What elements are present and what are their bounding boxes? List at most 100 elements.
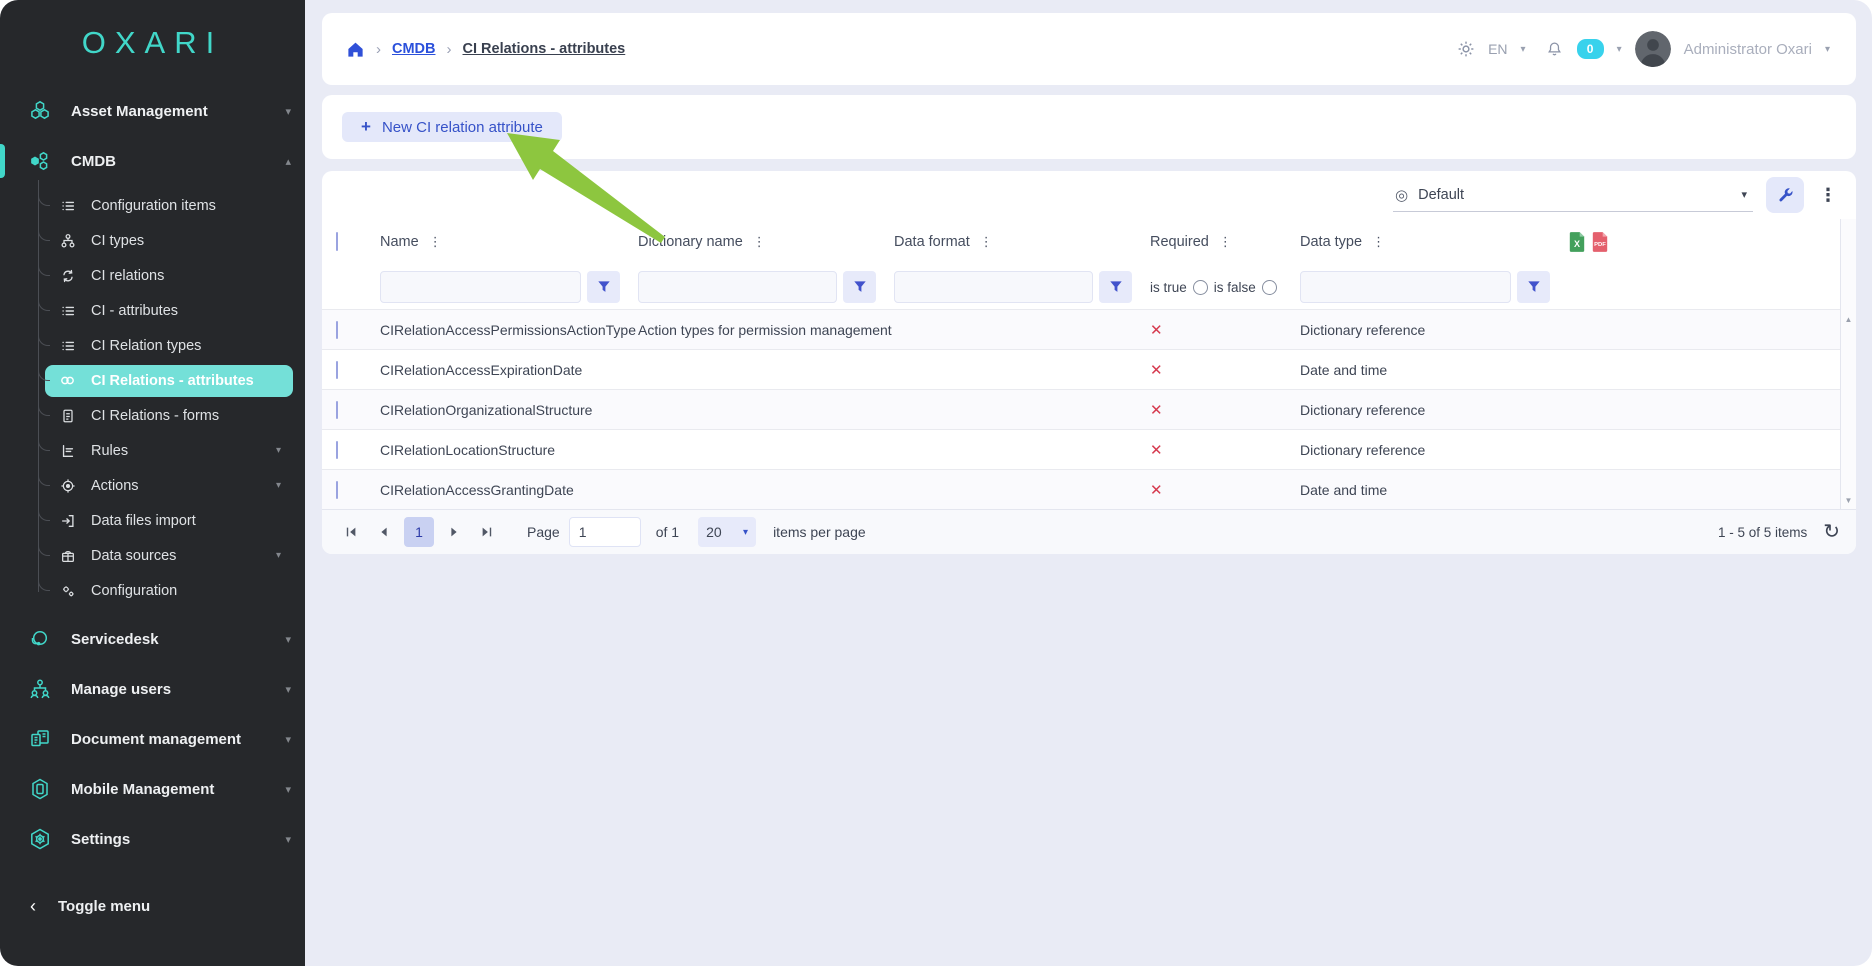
previous-page-button[interactable] (371, 519, 397, 545)
required-false-icon: ✕ (1150, 441, 1163, 459)
import-icon (59, 512, 76, 529)
sidebar-item-data-sources[interactable]: Data sources ▾ (0, 538, 305, 573)
sidebar-item-document-management[interactable]: Document management ▾ (0, 714, 305, 764)
link-icon (59, 372, 76, 389)
new-ci-relation-attribute-button[interactable]: + New CI relation attribute (342, 112, 562, 142)
svg-text:PDF: PDF (1594, 242, 1606, 248)
sidebar-item-ci-relation-types[interactable]: CI Relation types (0, 328, 305, 363)
notification-badge[interactable]: 0 (1576, 39, 1604, 59)
sidebar-item-configuration-items[interactable]: Configuration items (0, 188, 305, 223)
cmdb-icon (27, 148, 53, 174)
table-row[interactable]: CIRelationAccessGrantingDate ✕ Date and … (322, 469, 1856, 509)
column-header-data-format[interactable]: Data format (894, 234, 970, 250)
sidebar-item-ci-attributes[interactable]: CI - attributes (0, 293, 305, 328)
is-true-radio[interactable] (1192, 279, 1208, 295)
table-row[interactable]: CIRelationAccessExpirationDate ✕ Date an… (322, 349, 1856, 389)
language-selector[interactable]: EN (1488, 41, 1508, 57)
row-checkbox[interactable] (336, 480, 338, 499)
column-menu-kebab[interactable]: ⋮ (1372, 234, 1386, 249)
main-content: › CMDB › CI Relations - attributes EN ▾ … (305, 0, 1872, 966)
sidebar-item-cmdb[interactable]: CMDB ▴ (0, 136, 305, 186)
bell-icon[interactable] (1545, 40, 1564, 59)
row-checkbox[interactable] (336, 440, 338, 459)
grid-menu-kebab[interactable]: ⋮ (1819, 184, 1837, 205)
sidebar-item-ci-relations[interactable]: CI relations (0, 258, 305, 293)
sidebar-item-ci-relations-forms[interactable]: CI Relations - forms (0, 398, 305, 433)
breadcrumb-cmdb-link[interactable]: CMDB (392, 41, 436, 57)
grid-settings-button[interactable] (1766, 177, 1804, 213)
first-page-button[interactable] (338, 519, 364, 545)
row-checkbox[interactable] (336, 320, 338, 339)
is-true-label: is true (1150, 279, 1187, 295)
sidebar-item-servicedesk[interactable]: Servicedesk ▾ (0, 614, 305, 664)
is-false-radio[interactable] (1261, 279, 1277, 295)
data-type-filter-input[interactable] (1300, 271, 1511, 303)
column-header-data-type[interactable]: Data type (1300, 234, 1363, 250)
table-row[interactable]: CIRelationLocationStructure ✕ Dictionary… (322, 429, 1856, 469)
sidebar-item-ci-types[interactable]: CI types (0, 223, 305, 258)
chevron-down-icon[interactable]: ▾ (1520, 43, 1526, 55)
cell-data-type: Dictionary reference (1300, 441, 1426, 458)
sidebar-item-asset-management[interactable]: Asset Management ▾ (0, 86, 305, 136)
name-filter-funnel-button[interactable] (587, 271, 620, 303)
view-selector-dropdown[interactable]: ◎ Default ▾ (1393, 178, 1753, 212)
data-format-filter-input[interactable] (894, 271, 1093, 303)
scroll-down-icon[interactable]: ▼ (1844, 496, 1853, 505)
page-number-input[interactable] (568, 517, 641, 547)
gear-icon[interactable] (1457, 40, 1475, 58)
sidebar-item-configuration[interactable]: Configuration (0, 573, 305, 608)
sidebar-item-rules[interactable]: Rules ▾ (0, 433, 305, 468)
dictionary-name-filter-input[interactable] (638, 271, 837, 303)
column-menu-kebab[interactable]: ⋮ (979, 234, 993, 249)
column-header-dictionary-name[interactable]: Dictionary name (638, 234, 743, 250)
required-false-icon: ✕ (1150, 321, 1163, 339)
sidebar-item-actions[interactable]: Actions ▾ (0, 468, 305, 503)
export-pdf-icon[interactable]: PDF (1591, 231, 1609, 253)
row-checkbox[interactable] (336, 360, 338, 379)
cell-name: CIRelationAccessPermissionsActionType (380, 321, 636, 338)
avatar[interactable] (1634, 31, 1671, 67)
required-false-icon: ✕ (1150, 481, 1163, 499)
page-size-dropdown[interactable]: 20 ▾ (698, 517, 757, 547)
column-menu-kebab[interactable]: ⋮ (1218, 234, 1232, 249)
mobile-shield-icon (27, 776, 53, 802)
sidebar-item-label: Manage users (71, 680, 172, 698)
sidebar-item-manage-users[interactable]: Manage users ▾ (0, 664, 305, 714)
table-row[interactable]: CIRelationOrganizationalStructure ✕ Dict… (322, 389, 1856, 429)
sidebar-item-ci-relations-attributes[interactable]: CI Relations - attributes (0, 363, 305, 398)
data-format-filter-funnel-button[interactable] (1099, 271, 1132, 303)
column-menu-kebab[interactable]: ⋮ (428, 234, 442, 249)
user-menu[interactable]: Administrator Oxari (1683, 40, 1812, 58)
sidebar-item-mobile-management[interactable]: Mobile Management ▾ (0, 764, 305, 814)
select-all-checkbox[interactable] (336, 232, 338, 251)
chevron-down-icon: ▾ (285, 105, 291, 118)
grid-pager: 1 Page of 1 20 ▾ items per page 1 - 5 of… (322, 509, 1856, 554)
sidebar-item-data-files-import[interactable]: Data files import (0, 503, 305, 538)
dictionary-name-filter-funnel-button[interactable] (843, 271, 876, 303)
export-excel-icon[interactable]: X (1568, 231, 1586, 253)
column-header-required[interactable]: Required (1150, 234, 1209, 250)
chevron-down-icon[interactable]: ▾ (1824, 43, 1830, 55)
chevron-down-icon: ▾ (275, 550, 281, 561)
chevron-down-icon[interactable]: ▾ (1616, 43, 1622, 55)
row-checkbox[interactable] (336, 400, 338, 419)
toggle-menu-button[interactable]: ‹ Toggle menu (30, 895, 151, 916)
cell-data-type: Dictionary reference (1300, 401, 1426, 418)
grid-vertical-scrollbar[interactable]: ▲ ▼ (1840, 219, 1856, 509)
headset-icon (27, 626, 53, 652)
column-menu-kebab[interactable]: ⋮ (752, 234, 766, 249)
cell-data-type: Date and time (1300, 361, 1388, 378)
table-row[interactable]: CIRelationAccessPermissionsActionType Ac… (322, 309, 1856, 349)
cell-name: CIRelationOrganizationalStructure (380, 401, 593, 418)
next-page-button[interactable] (441, 519, 467, 545)
page-1-button[interactable]: 1 (404, 517, 434, 547)
refresh-icon[interactable]: ↻ (1823, 521, 1840, 543)
home-icon[interactable] (346, 40, 365, 59)
sidebar-item-settings[interactable]: Settings ▾ (0, 814, 305, 864)
last-page-button[interactable] (474, 519, 500, 545)
name-filter-input[interactable] (380, 271, 581, 303)
data-type-filter-funnel-button[interactable] (1517, 271, 1550, 303)
scroll-up-icon[interactable]: ▲ (1844, 315, 1853, 324)
column-header-name[interactable]: Name (380, 234, 419, 250)
